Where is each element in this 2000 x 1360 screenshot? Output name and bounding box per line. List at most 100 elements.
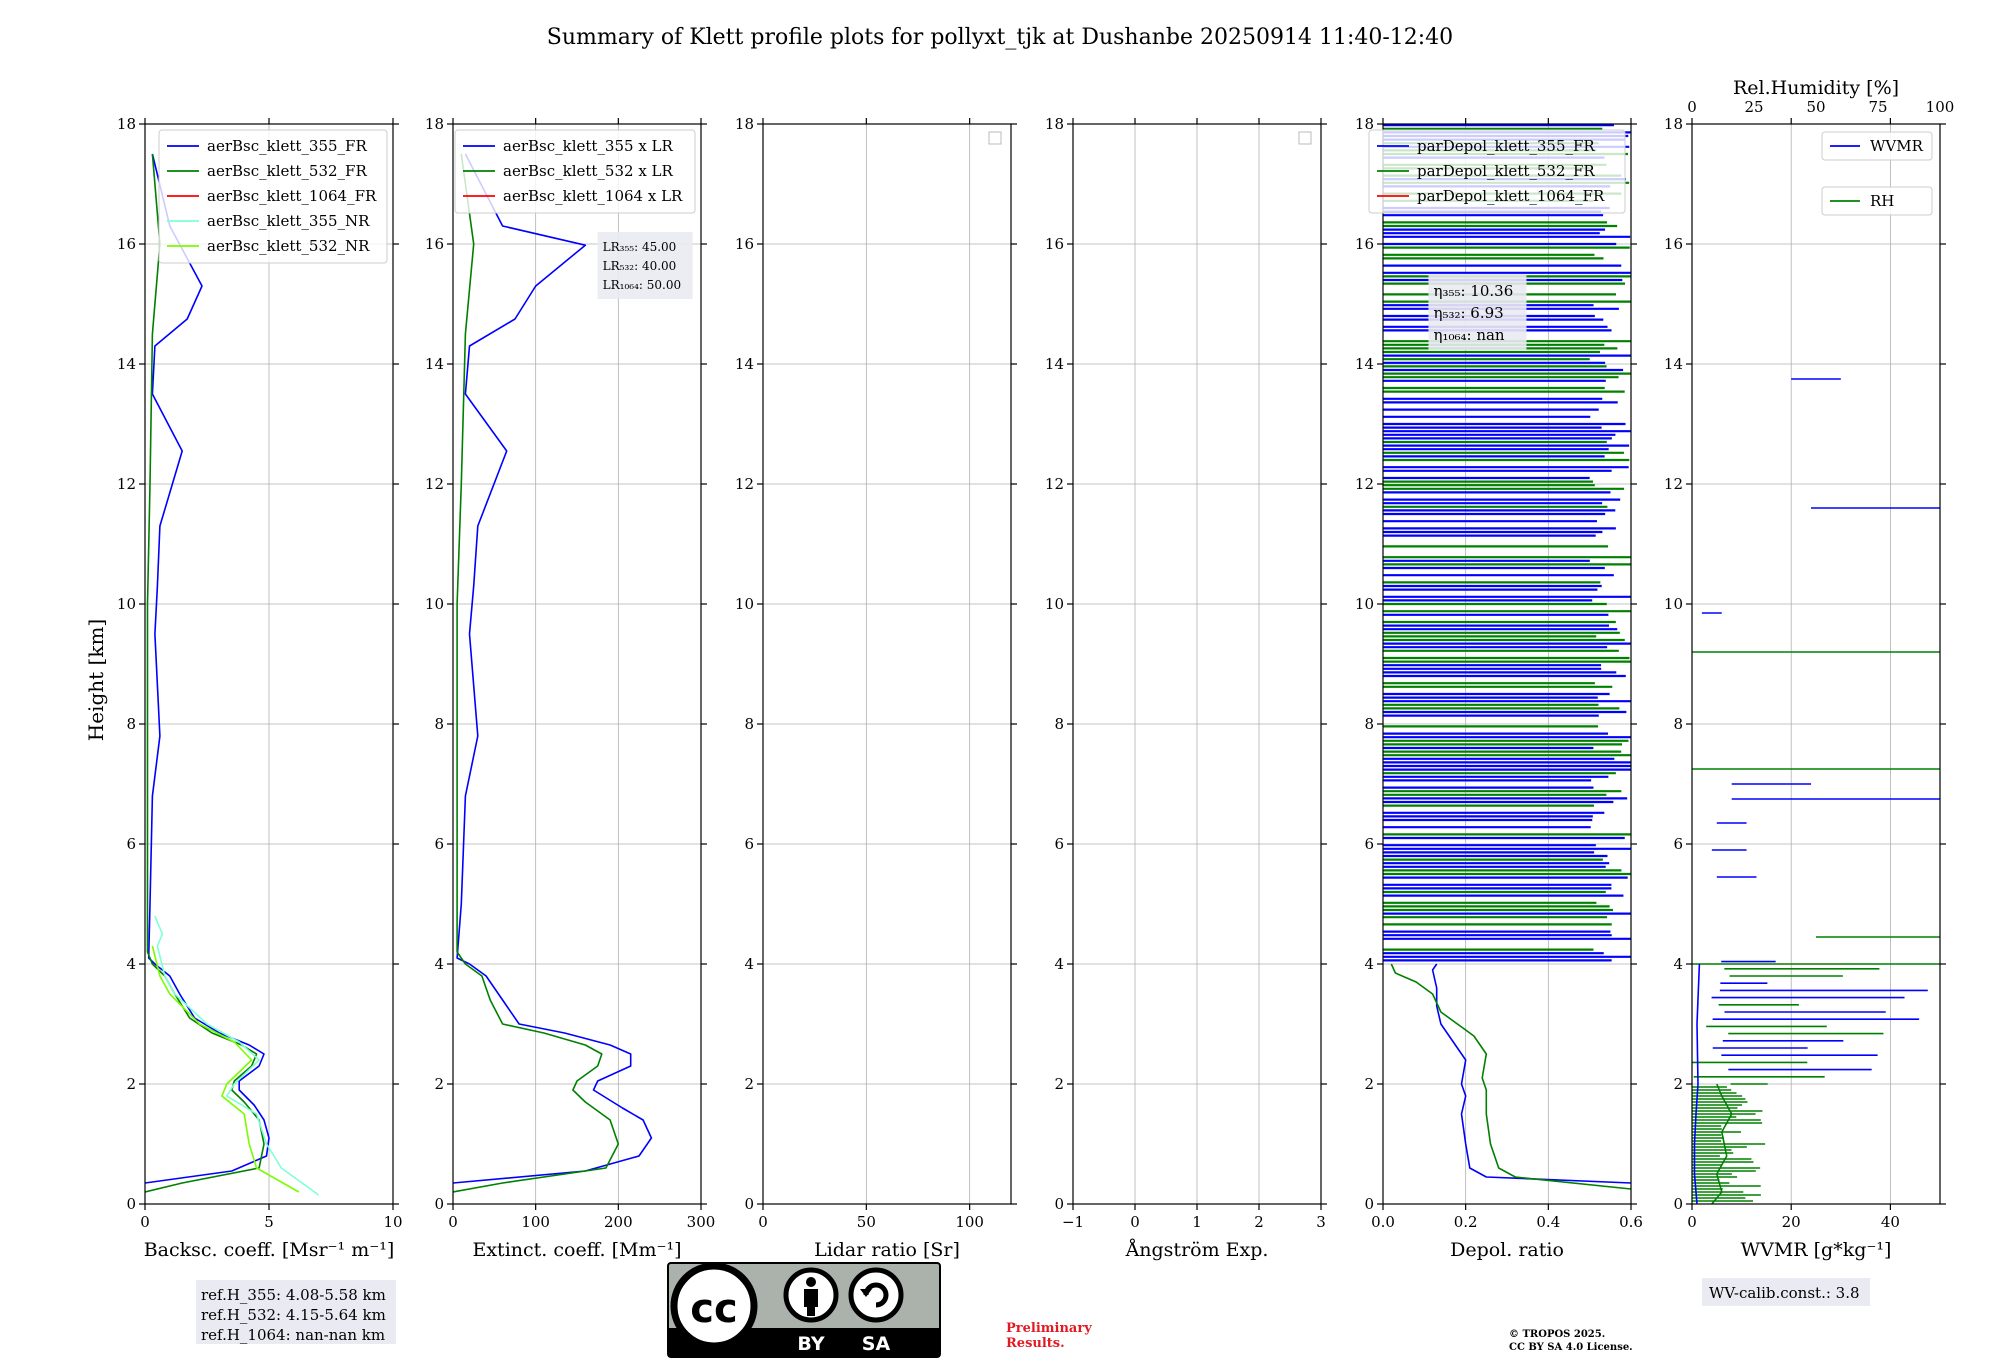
annotation-line: LR₁₀₆₄: 50.00	[603, 278, 681, 292]
ref-h-1064: ref.H_1064: nan-nan km	[201, 1326, 385, 1344]
attribution-person-icon	[783, 1267, 839, 1323]
legend: WVMR RH	[1821, 131, 1933, 216]
x-tick-label: 0.0	[1371, 1213, 1395, 1231]
svg-text:cc: cc	[690, 1286, 737, 1332]
y-tick-label: 4	[434, 955, 444, 973]
legend-label: aerBsc_klett_1064_FR	[207, 187, 377, 205]
x-tick-label: 20	[1782, 1213, 1801, 1231]
y-tick-label: 2	[434, 1075, 444, 1093]
y-tick-label: 16	[735, 235, 754, 253]
y-tick-label: 18	[117, 115, 136, 133]
legend: aerBsc_klett_355_FR aerBsc_klett_532_FRae…	[158, 129, 388, 264]
y-tick-label: 14	[1355, 355, 1374, 373]
y-tick-label: 2	[744, 1075, 754, 1093]
x-tick-label: 0	[1687, 1213, 1697, 1231]
x2-tick-label: 50	[1806, 98, 1825, 116]
y-tick-label: 2	[1364, 1075, 1374, 1093]
y-tick-label: 16	[425, 235, 444, 253]
series-group	[1693, 963, 1733, 1204]
y-tick-label: 4	[1673, 955, 1683, 973]
annotation-box: LR₃₅₅: 45.00 LR₅₃₂: 40.00 LR₁₀₆₄: 50.00	[597, 232, 693, 299]
y-tick-label: 16	[1664, 235, 1683, 253]
x-tick-label: 0	[758, 1213, 768, 1231]
legend-label: aerBsc_klett_1064 x LR	[503, 187, 683, 205]
y-tick-label: 10	[1664, 595, 1683, 613]
x-tick-label: 0.2	[1454, 1213, 1478, 1231]
x-axis-label: Lidar ratio [Sr]	[814, 1239, 960, 1261]
figure-title: Summary of Klett profile plots for polly…	[547, 25, 1453, 50]
legend-label: aerBsc_klett_355_FR	[207, 137, 367, 155]
legend-label: parDepol_klett_532_FR	[1417, 162, 1595, 180]
cc-by-text: BY	[797, 1333, 824, 1355]
legend-label: aerBsc_klett_355 x LR	[503, 137, 674, 155]
y-tick-label: 18	[425, 115, 444, 133]
series-line-aerBsc_klett_532_NR	[151, 945, 300, 1193]
legend-label: parDepol_klett_1064_FR	[1417, 187, 1605, 205]
y-tick-label: 8	[744, 715, 754, 733]
wv-calib-box: WV-calib.const.: 3.8	[1702, 1278, 1870, 1306]
y-tick-label: 12	[1664, 475, 1683, 493]
legend-label: aerBsc_klett_532_FR	[207, 162, 367, 180]
annotation-line: η₁₀₆₄: nan	[1433, 326, 1504, 344]
legend-box	[1821, 131, 1933, 161]
x-tick-label: 0	[1130, 1213, 1140, 1231]
series-line-WVMR	[1693, 963, 1701, 1204]
y-tick-label: 14	[735, 355, 754, 373]
x-tick-label: 2	[1254, 1213, 1264, 1231]
y-tick-label: 8	[126, 715, 136, 733]
y-tick-label: 10	[735, 595, 754, 613]
series-line-aerBsc_klett_355 x LR	[453, 153, 653, 1184]
y-tick-label: 0	[1673, 1195, 1683, 1213]
x-tick-label: 10	[383, 1213, 402, 1231]
y-tick-label: 18	[1045, 115, 1064, 133]
y-tick-label: 12	[117, 475, 136, 493]
x2-tick-label: 75	[1868, 98, 1887, 116]
x-axis-label: Depol. ratio	[1450, 1239, 1564, 1261]
reference-height-box: ref.H_355: 4.08-5.58 km ref.H_532: 4.15-…	[196, 1280, 396, 1344]
x-tick-label: 100	[955, 1213, 984, 1231]
y-tick-label: 12	[425, 475, 444, 493]
copyright-line-1: © TROPOS 2025.	[1509, 1329, 1605, 1340]
x-tick-label: 0	[140, 1213, 150, 1231]
cc-logo-icon: cc	[670, 1262, 758, 1350]
y-tick-label: 10	[117, 595, 136, 613]
axes-frame	[762, 123, 1012, 1205]
ref-h-355: ref.H_355: 4.08-5.58 km	[201, 1286, 386, 1304]
y-tick-label: 2	[1673, 1075, 1683, 1093]
series-group	[145, 153, 320, 1196]
legend: parDepol_klett_355_FR parDepol_klett_532_…	[1368, 129, 1626, 214]
x-tick-label: 0.6	[1619, 1213, 1643, 1231]
empty-legend-box	[988, 131, 1002, 145]
y-tick-label: 14	[1045, 355, 1064, 373]
x2-tick-label: 100	[1926, 98, 1955, 116]
annotation-line: LR₃₅₅: 45.00	[603, 240, 677, 254]
y-tick-label: 4	[1054, 955, 1064, 973]
y-tick-label: 6	[1054, 835, 1064, 853]
y-tick-label: 0	[744, 1195, 754, 1213]
y-tick-label: 14	[117, 355, 136, 373]
y-tick-label: 14	[1664, 355, 1683, 373]
wv-calib-const: WV-calib.const.: 3.8	[1709, 1284, 1860, 1302]
y-tick-label: 8	[1054, 715, 1064, 733]
y-tick-label: 12	[1045, 475, 1064, 493]
x-tick-label: 300	[687, 1213, 716, 1231]
y-tick-label: 6	[434, 835, 444, 853]
legend-label: WVMR	[1870, 137, 1924, 155]
series-line-aerBsc_klett_355_NR	[154, 915, 320, 1196]
y-tick-label: 0	[126, 1195, 136, 1213]
y-tick-label: 16	[1355, 235, 1374, 253]
y-tick-label: 12	[1355, 475, 1374, 493]
y-tick-label: 6	[1364, 835, 1374, 853]
x-tick-label: 50	[857, 1213, 876, 1231]
legend-box	[454, 129, 696, 214]
y-tick-label: 0	[434, 1195, 444, 1213]
legend-label: aerBsc_klett_532 x LR	[503, 162, 674, 180]
x-tick-label: 40	[1881, 1213, 1900, 1231]
empty-legend-box	[1298, 131, 1312, 145]
y-tick-label: 4	[126, 955, 136, 973]
axes-frame	[1382, 123, 1632, 1205]
y-tick-label: 10	[1355, 595, 1374, 613]
y-tick-label: 6	[744, 835, 754, 853]
